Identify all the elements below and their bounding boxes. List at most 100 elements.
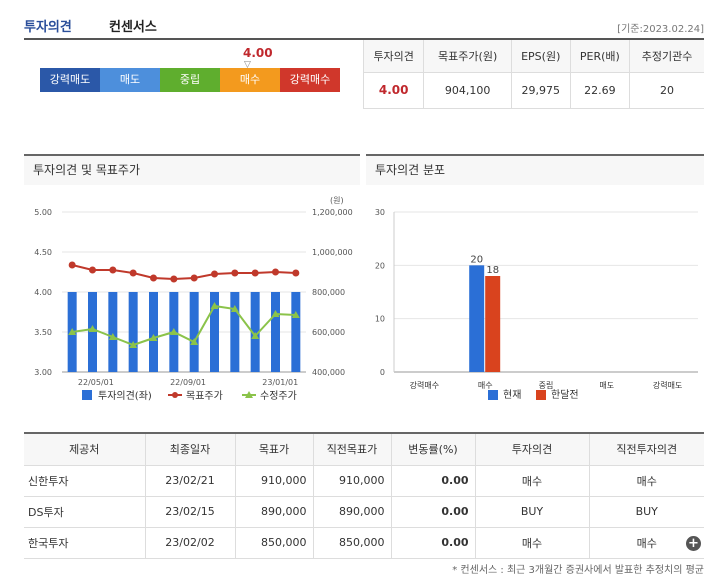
target-price-point: [190, 274, 198, 282]
target-price-point: [272, 268, 279, 276]
legend-label: 한달전: [551, 389, 579, 401]
y-left-tick: 4.00: [34, 288, 52, 297]
y-right-tick: 400,000: [312, 368, 345, 377]
adjusted-price-point: [68, 328, 77, 335]
opinion-bar: [250, 292, 260, 372]
adjusted-price-point: [230, 305, 239, 312]
opinion-bar: [291, 292, 301, 372]
cell-target: 890,000: [234, 496, 313, 528]
legend-label: 투자의견(좌): [98, 390, 152, 402]
opinion-target-chart: 5.00 4.50 4.00 3.50 3.00 1,200,000 1,000,000 80…: [34, 196, 353, 402]
bar-data-label: 18: [486, 265, 499, 276]
cell-change: 0.00: [390, 465, 475, 497]
cell-prev-target: 890,000: [312, 496, 391, 528]
adjusted-price-point: [129, 341, 138, 348]
col-header: 제공처: [24, 432, 145, 466]
table-row: 한국투자 23/02/02 850,000 850,000 0.00 매수 매수…: [24, 527, 704, 559]
cell-date: 23/02/15: [144, 496, 235, 528]
adjusted-price-point: [88, 325, 97, 332]
x-tick: 23/01/01: [262, 378, 298, 387]
col-header: 직전투자의견: [588, 432, 704, 466]
month-ago-bar: [485, 276, 501, 372]
broker-table: 제공처 최종일자 목표가 직전목표가 변동률(%) 투자의견 직전투자의견 신한…: [24, 432, 704, 559]
cell-change: 0.00: [390, 496, 475, 528]
opinion-bar: [271, 292, 280, 372]
expand-plus-icon[interactable]: +: [686, 535, 701, 551]
y-right-unit: (원): [330, 196, 344, 205]
adjusted-price-point: [108, 333, 117, 340]
summary-institution-count: 20: [629, 72, 704, 109]
y-left-tick: 5.00: [34, 208, 52, 217]
legend-label: 수정주가: [260, 390, 297, 402]
table-row: 신한투자 23/02/21 910,000 910,000 0.00 매수 매수: [24, 465, 704, 497]
opinion-bar: [128, 292, 138, 372]
summary-header: 추정기관수: [629, 40, 704, 73]
legend-swatch-target-dot: [172, 392, 178, 398]
score-marker-icon: ▽: [244, 60, 251, 70]
legend-label: 현재: [503, 389, 521, 401]
legend-label: 목표주가: [186, 390, 223, 402]
target-price-point: [251, 269, 259, 277]
header-title-consensus: 컨센서스: [109, 20, 157, 35]
gauge-hold: 중립: [160, 68, 220, 92]
x-tick: 매도: [599, 381, 614, 390]
adjusted-price-point: [169, 328, 178, 335]
x-tick: 중립: [539, 381, 554, 390]
y-left-tick: 4.50: [34, 248, 52, 257]
section-header: 투자의견 컨센서스 [기준:2023.02.24]: [24, 12, 704, 40]
legend-swatch: [488, 390, 498, 400]
table-row: DS투자 23/02/15 890,000 890,000 0.00 BUY B…: [24, 496, 704, 528]
bar-data-label: 20: [470, 254, 483, 265]
cell-prev-target: 850,000: [312, 527, 391, 559]
summary-header: EPS(원): [510, 40, 571, 73]
col-header: 직전목표가: [312, 432, 391, 466]
summary-opinion-value: 4.00: [362, 72, 424, 109]
target-price-line: [71, 264, 296, 281]
cell-prev-opinion: 매수: [588, 465, 704, 497]
header-title-opinion: 투자의견: [24, 20, 72, 35]
target-price-point: [211, 270, 218, 278]
col-header: 최종일자: [144, 432, 235, 466]
adjusted-price-point: [251, 332, 260, 339]
col-header: 목표가: [234, 432, 313, 466]
opinion-bar: [108, 292, 118, 372]
summary-header: 목표주가(원): [423, 40, 512, 73]
col-header: 변동률(%): [390, 432, 475, 466]
x-tick: 매수: [478, 381, 493, 390]
target-price-point: [109, 266, 117, 274]
cell-opinion: BUY: [474, 496, 589, 528]
cell-target: 910,000: [234, 465, 313, 497]
cell-prev-target: 910,000: [312, 465, 391, 497]
x-tick: 22/05/01: [78, 378, 114, 387]
cell-prev-opinion: 매수 +: [588, 527, 704, 559]
adjusted-price-point: [149, 334, 158, 341]
y-tick: 10: [375, 315, 385, 324]
y-tick: 20: [375, 261, 385, 270]
opinion-bar: [189, 292, 199, 372]
gauge-sell: 매도: [100, 68, 160, 92]
target-price-point: [231, 269, 239, 277]
target-price-point: [170, 275, 178, 283]
cell-prev-opinion: BUY: [588, 496, 704, 528]
opinion-target-chart-panel: 투자의견 및 목표주가 5.00 4.50 4.00 3.50 3.00 1,200,00…: [24, 154, 360, 409]
current-bar: [469, 265, 485, 372]
adjusted-price-point: [190, 338, 199, 345]
legend-swatch: [536, 390, 546, 400]
cell-target: 850,000: [234, 527, 313, 559]
summary-target-price: 904,100: [423, 72, 512, 109]
opinion-gauge: 4.00 ▽ 강력매도 매도 중립 매수 강력매수: [40, 46, 340, 106]
x-tick: 강력매도: [653, 380, 682, 390]
adjusted-price-line: [72, 304, 296, 347]
target-price-point: [89, 266, 96, 274]
adjusted-price-point: [291, 311, 300, 318]
panel-title: 투자의견 및 목표주가: [24, 154, 360, 185]
y-right-tick: 600,000: [312, 328, 345, 337]
col-header: 투자의견: [474, 432, 589, 466]
cell-opinion: 매수: [474, 527, 589, 559]
cell-provider: 신한투자: [24, 465, 145, 497]
gauge-buy: 매수: [220, 68, 280, 92]
panel-title: 투자의견 분포: [366, 154, 704, 185]
opinion-distribution-panel: 투자의견 분포 30 20 10 0 강력매수 매수 20 18 중립 매도 강력매도 현재 한달전: [366, 154, 704, 409]
y-right-tick: 1,000,000: [312, 248, 353, 257]
